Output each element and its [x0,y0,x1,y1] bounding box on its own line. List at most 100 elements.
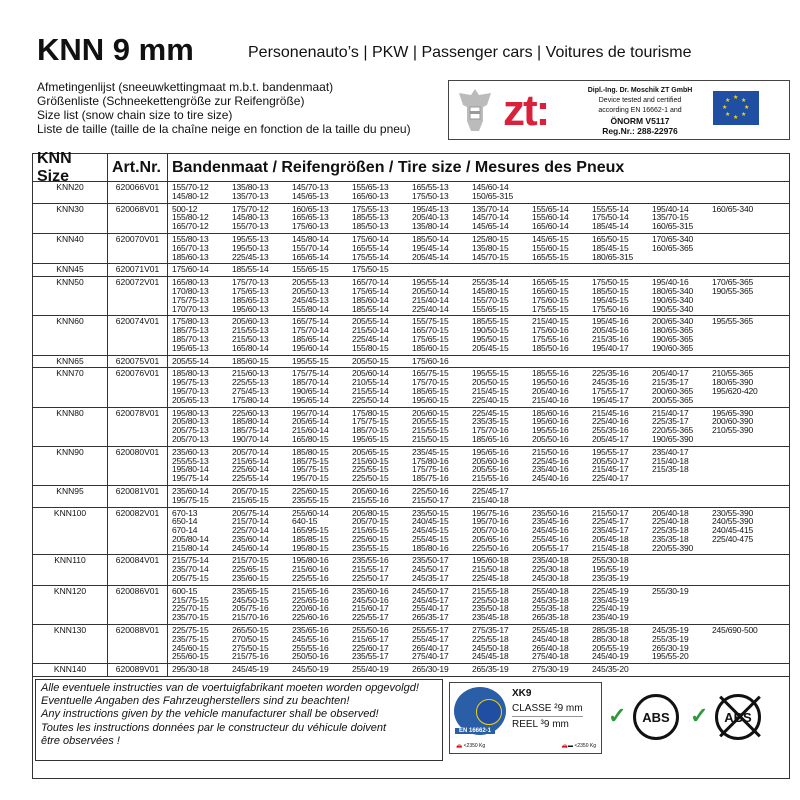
tire-size: 155/75-15 [412,316,449,327]
tire-size: 245/40-19 [592,651,629,662]
manufacturer-notes: Alle eventuele instructies van de voertu… [35,679,443,762]
tire-size: 215/80-14 [172,542,209,553]
tire-size: 265/40-18 [532,642,569,653]
tire-size: 215/35-16 [592,333,629,344]
tire-size: 225/45-17 [592,516,629,527]
tire-size: 180/65-365 [652,325,694,336]
tire-size: 175/60-14 [352,233,389,244]
tire-size: 235/55-15 [292,494,329,505]
tire-sizes: 235/60-14 205/70-15 225/60-15 205/60-16 225/… [168,486,789,507]
tire-size: 165/70-12 [172,221,209,232]
tire-size: 245/60-15 [172,642,209,653]
tire-size: 215/55-17 [352,564,389,575]
tire-size: 165/60-14 [532,221,569,232]
knn-size: KNN70 [33,368,108,407]
knn-size: KNN100 [33,507,108,555]
tire-size: 195/75-14 [172,473,209,484]
tire-size: 155/80-15 [352,342,389,353]
tire-size: 205/80-13 [172,416,209,427]
tire-size: 185/75-15 [292,455,329,466]
tire-size: 235/45-15 [412,446,449,457]
tire-size: 175/80-14 [232,394,269,405]
tire-size: 210/55-365 [712,368,754,379]
table-row: KNN80 620078V01 195/80-13 225/60-13 195/70-1… [33,407,789,447]
tire-size-line: 205/65-13 175/80-14 195/65-14 225/50-14 195/… [172,394,789,405]
tire-size: 190/65-390 [652,433,694,444]
tire-size: 165/50-15 [592,233,629,244]
tire-size: 235/75-15 [172,633,209,644]
tire-size: 185/75-13 [172,325,209,336]
tire-size: 165/80-14 [232,342,269,353]
tire-size: 255/40-19 [352,664,389,675]
tire-size-line: 195/75-14 225/55-14 195/70-15 225/50-15 185/… [172,474,789,483]
car-trailer-icon: 🚗▬ <2350 Kg [561,743,596,750]
knn-size: KNN90 [33,446,108,485]
tire-size-line: 165/70-12 155/70-13 175/60-13 185/50-13 135/… [172,222,789,231]
tire-size: 225/45-18 [472,573,509,584]
abs-label: ABS [642,709,670,725]
tire-size: 175/55-16 [532,333,569,344]
tire-size-line: 205/80-13 185/80-14 205/65-14 175/75-15 205/… [172,417,789,426]
tire-size: 600-15 [172,585,198,596]
table-row: KNN40 620070V01 155/80-13 195/55-13 145/80-1… [33,233,789,265]
tire-size: 145/80-13 [232,212,269,223]
tire-size: 295/30-18 [172,664,209,675]
tire-size: 245/35-17 [412,573,449,584]
tire-size: 195/80-14 [172,464,209,475]
tire-size: 255/45-17 [412,633,449,644]
tire-size: 245/55-16 [292,633,329,644]
tire-size: 185/50-16 [532,342,569,353]
tire-size: 185/50-15 [592,285,629,296]
tire-size: 155/65-15 [472,303,509,314]
tire-size: 195/55-20 [652,651,689,662]
tire-sizes: 165/80-13 175/70-13 205/55-13 165/70-14 195/… [168,277,789,315]
page-title: KNN 9 mm [37,32,194,67]
tire-size: 190/65-340 [652,294,694,305]
tire-size: 195/75-13 [172,377,209,388]
tire-size: 215/40-17 [652,407,689,418]
header-knn-size: KNN Size [33,150,108,185]
tire-size-line: 170/80-13 175/65-13 205/50-13 175/65-14 205/… [172,287,789,296]
tire-size: 265/50-15 [232,625,269,636]
note-en: Any instructions given by the vehicle ma… [41,708,379,721]
tire-size: 135/70-13 [232,190,269,201]
tire-size: 165/65-15 [532,277,569,288]
tire-size-line: 185/70-13 215/50-13 185/65-14 225/45-14 175/… [172,335,789,344]
tire-size: 165/70-14 [352,277,389,288]
tire-size: 185/60-16 [532,407,569,418]
tire-size: 220/60-16 [292,603,329,614]
table-header: KNN Size Art.Nr. Bandenmaat / Reifengröß… [33,150,789,185]
car-icon: 🚗 <2350 Kg [456,743,486,750]
tire-size-line: 205/70-13 190/70-14 165/80-15 195/65-15 215/… [172,435,789,444]
vehicle-weights: 🚗 <2350 Kg 🚗▬ <2350 Kg [456,743,596,749]
tire-size: 225/50-16 [472,542,509,553]
tire-size: 225/40-17 [592,473,629,484]
tire-size: 225/75-15 [172,625,209,636]
tire-size: 175/50-16 [592,303,629,314]
tire-size: 215/50-14 [352,325,389,336]
tire-size-line: 215/80-14 245/60-14 195/80-15 235/55-15 185/… [172,542,789,553]
car-weight: <2350 Kg [463,743,486,750]
tire-size: 165/80-13 [172,277,209,288]
tire-size: 265/30-19 [652,642,689,653]
tire-size: 225/65-16 [292,594,329,605]
tire-size-line: 175/75-13 185/65-13 245/45-13 185/60-14 215/… [172,294,789,305]
tire-size: 205/80-15 [352,507,389,518]
tire-size: 215/50-17 [412,494,449,505]
tire-size-line: 185/80-13 215/60-13 175/75-14 205/60-14 165/… [172,369,789,378]
tire-size: 225/70-15 [172,603,209,614]
tire-size: 225/30-18 [532,564,569,575]
tire-size: 235/40-16 [532,464,569,475]
tire-size: 195/55-14 [412,277,449,288]
note-de: Eventuelle Angaben des Fahrzeugherstelle… [41,695,350,708]
knn-size: KNN130 [33,625,108,664]
tire-size: 205/50-15 [352,355,389,366]
tire-size: 160/65-315 [652,221,694,232]
tire-size: 165/65-13 [292,212,329,223]
tire-size: 225/45-14 [352,333,389,344]
tire-size: 175/75-13 [172,294,209,305]
tire-size: 175/60-14 [172,264,209,275]
tire-size-line: 185/75-13 215/55-13 175/70-14 215/50-14 165/… [172,326,789,335]
tire-size: 235/50-17 [412,555,449,566]
tire-size: 185/65-15 [412,385,449,396]
